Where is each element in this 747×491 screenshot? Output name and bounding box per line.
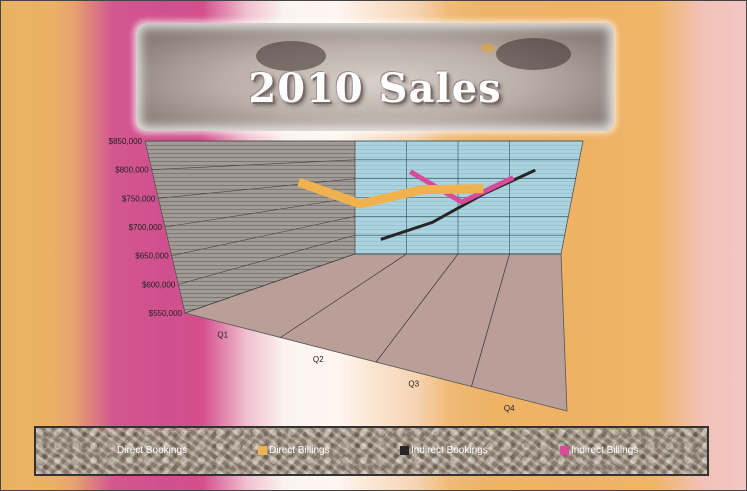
y-axis: $850,000 $800,000 $750,000 $700,000 $650,000…	[109, 137, 183, 318]
y-tick-label: $800,000	[115, 166, 149, 175]
y-tick-label: $850,000	[109, 137, 143, 146]
legend-swatch-direct-bookings	[106, 446, 115, 455]
series-line-indirect-billings	[409, 169, 515, 205]
x-tick-label: Q2	[313, 355, 324, 364]
y-tick-label: $700,000	[129, 223, 163, 232]
grid-lines	[145, 140, 583, 387]
grid-line	[178, 234, 356, 285]
x-axis: Q1 Q2 Q3 Q4	[217, 330, 515, 413]
grid-line	[171, 216, 356, 256]
legend-swatch-indirect-bookings	[400, 446, 409, 455]
grid-line	[184, 253, 356, 314]
cyclist-accent	[481, 43, 495, 53]
y-tick-label: $600,000	[142, 280, 176, 289]
grid-line	[280, 253, 407, 338]
legend-item-indirect-bookings[interactable]: Indirect Bookings	[400, 445, 488, 456]
legend-label: Direct Billings	[269, 445, 330, 456]
legend-label: Indirect Billings	[571, 445, 639, 456]
grid-line	[471, 253, 510, 387]
grid-line	[158, 178, 356, 199]
chart-title: 2010 Sales	[248, 65, 502, 112]
x-tick-label: Q3	[408, 379, 419, 388]
x-tick-label: Q1	[217, 330, 228, 339]
legend-item-direct-bookings[interactable]: Direct Bookings	[106, 445, 187, 456]
x-tick-label: Q4	[504, 404, 515, 413]
legend-swatch-direct-billings	[258, 446, 267, 455]
legend-item-direct-billings[interactable]: Direct Billings	[258, 445, 330, 456]
legend-swatch-indirect-billings	[560, 446, 569, 455]
grid-line	[375, 253, 459, 363]
legend-label: Indirect Bookings	[411, 445, 488, 456]
y-tick-label: $550,000	[149, 309, 183, 318]
title-banner: 2010 Sales	[136, 23, 614, 131]
legend: Direct Bookings Direct Billings Indirect…	[34, 426, 709, 476]
grid-line	[164, 197, 356, 228]
cyclist-image-left	[256, 41, 326, 71]
y-tick-label: $650,000	[135, 252, 169, 261]
grid-line	[151, 159, 356, 170]
legend-item-indirect-billings[interactable]: Indirect Billings	[560, 445, 638, 456]
legend-label: Direct Bookings	[117, 445, 188, 456]
y-tick-label: $750,000	[122, 194, 156, 203]
cyclist-image-right	[496, 38, 571, 70]
series-line-direct-billings	[297, 177, 484, 209]
series-layer	[297, 168, 536, 241]
